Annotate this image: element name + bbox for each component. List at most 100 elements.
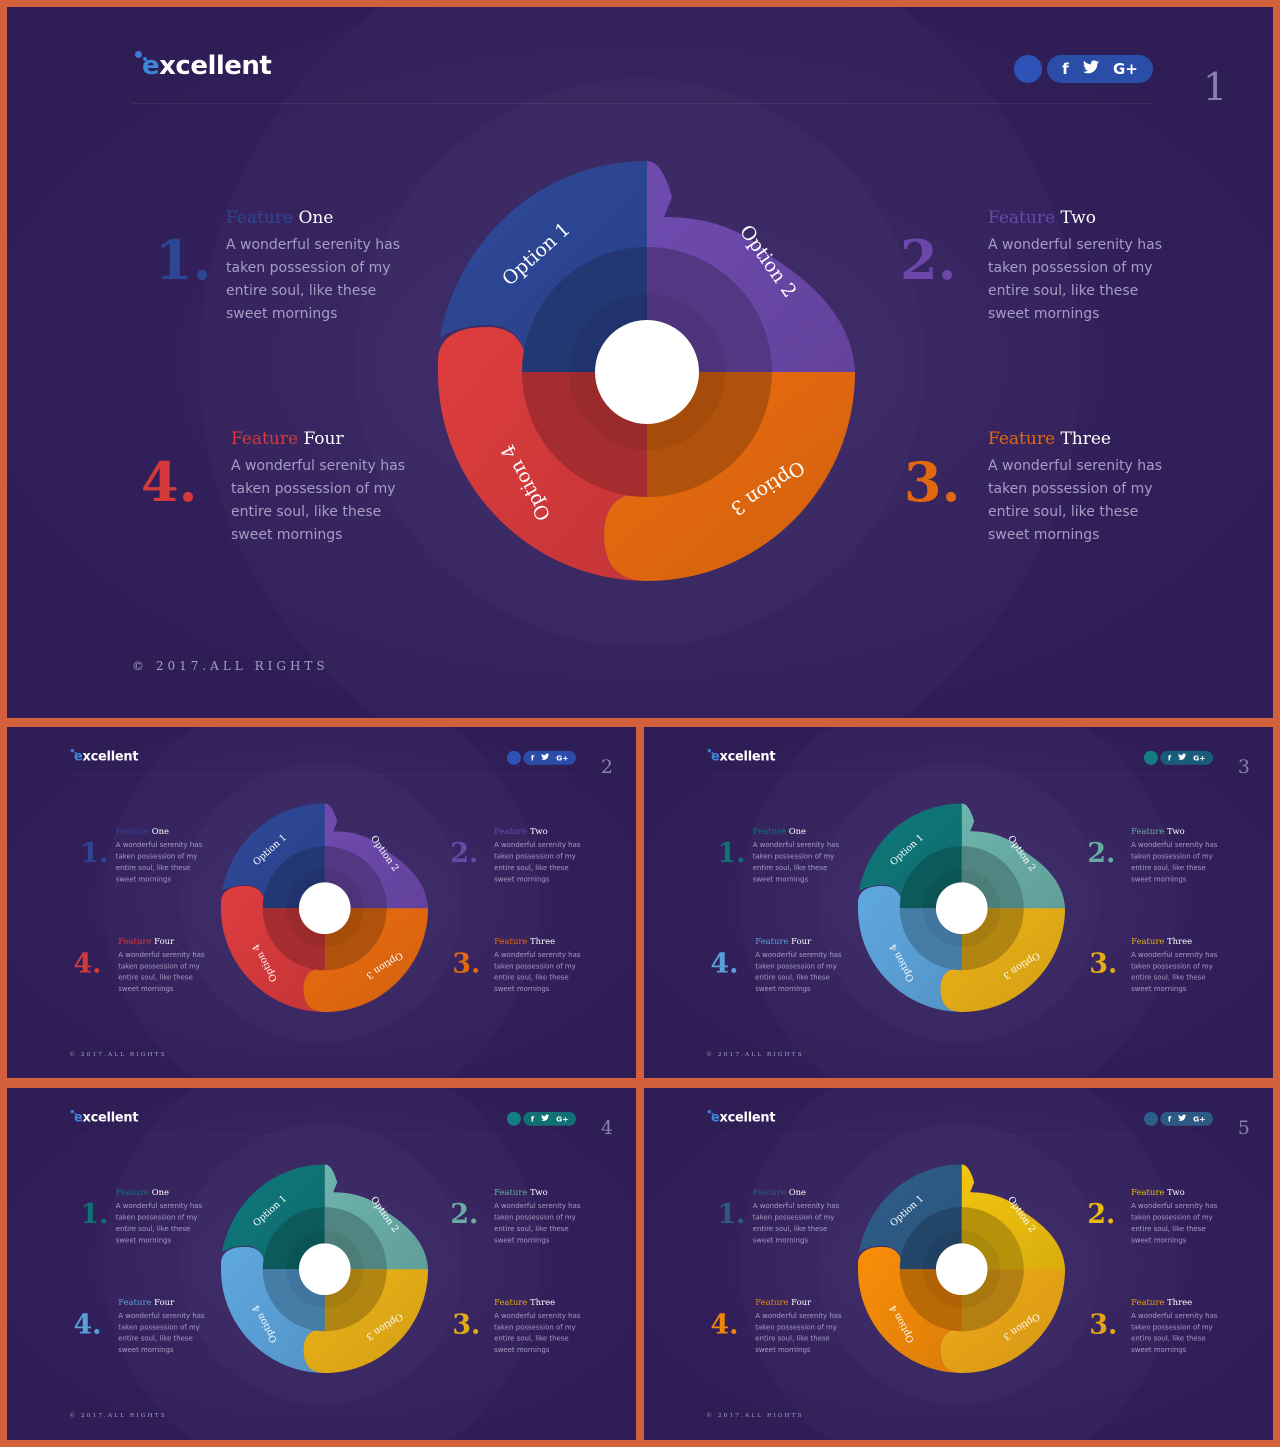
- page-number: 3: [1237, 755, 1250, 778]
- facebook-icon[interactable]: f: [530, 753, 535, 763]
- feature-description: A wonderful serenity has taken possessio…: [752, 1202, 840, 1245]
- feature-description: A wonderful serenity has taken possessio…: [988, 237, 1163, 322]
- feature-title: Feature Three: [1131, 1297, 1193, 1308]
- social-circle-button[interactable]: [1143, 750, 1158, 765]
- feature-number: 2.: [1087, 836, 1116, 869]
- feature-description: A wonderful serenity has taken possessio…: [752, 841, 840, 884]
- twitter-icon[interactable]: [1178, 753, 1187, 762]
- feature-title: Feature Four: [755, 936, 812, 947]
- feature-description: A wonderful serenity has taken possessio…: [118, 1311, 205, 1355]
- slide-3: excellent f G+ 3 1. Feature One A wonder…: [644, 727, 1273, 1078]
- feature-number: 4.: [141, 450, 198, 514]
- facebook-icon[interactable]: f: [1062, 60, 1069, 78]
- facebook-icon[interactable]: f: [1167, 1114, 1172, 1124]
- feature-number: 3.: [452, 1307, 481, 1340]
- slide-5: excellent f G+ 5 1. Feature One A wonder…: [644, 1088, 1273, 1440]
- brand-logo: excellent: [132, 51, 272, 81]
- feature-description: A wonderful serenity has taken possessio…: [231, 458, 406, 543]
- google-plus-icon[interactable]: G+: [556, 1114, 569, 1124]
- page-number: 1: [1203, 65, 1228, 109]
- feature-description: A wonderful serenity has taken possessio…: [494, 1311, 581, 1355]
- header-divider: [132, 103, 1152, 104]
- feature-title: Feature Two: [988, 208, 1096, 228]
- google-plus-icon[interactable]: G+: [1113, 60, 1138, 78]
- donut-center-hole: [595, 320, 699, 424]
- social-circle-button[interactable]: [1143, 1111, 1158, 1126]
- feature-number: 1.: [155, 228, 212, 292]
- feature-number: 2.: [900, 228, 957, 292]
- donut-center-hole: [935, 882, 988, 935]
- feature-number: 2.: [1087, 1197, 1116, 1230]
- feature-number: 3.: [904, 450, 961, 514]
- feature-number: 2.: [450, 1197, 479, 1230]
- donut-center-hole: [298, 1243, 351, 1296]
- feature-number: 1.: [80, 836, 109, 869]
- feature-number: 4.: [710, 946, 739, 979]
- feature-title: Feature Two: [494, 826, 548, 837]
- slide-1: excellent f G+ 1 1. Feature One A wonder…: [7, 7, 1273, 718]
- twitter-icon[interactable]: [1178, 1114, 1187, 1123]
- google-plus-icon[interactable]: G+: [556, 753, 569, 763]
- social-circle-button[interactable]: [506, 1111, 521, 1126]
- feature-number: 3.: [1089, 1307, 1118, 1340]
- feature-description: A wonderful serenity has taken possessio…: [988, 458, 1163, 543]
- google-plus-icon[interactable]: G+: [1193, 1114, 1206, 1124]
- copyright: © 2017.ALL RIGHTS: [706, 1411, 804, 1419]
- feature-number: 4.: [710, 1307, 739, 1340]
- copyright: © 2017.ALL RIGHTS: [132, 659, 329, 673]
- copyright: © 2017.ALL RIGHTS: [706, 1050, 804, 1058]
- page-number: 5: [1237, 1116, 1250, 1139]
- feature-description: A wonderful serenity has taken possessio…: [494, 841, 581, 884]
- brand-logo: excellent: [706, 1109, 776, 1125]
- feature-number: 1.: [717, 836, 746, 869]
- feature-title: Feature Four: [755, 1297, 812, 1308]
- brand-logo: excellent: [69, 748, 139, 764]
- social-links: f G+: [1160, 1111, 1213, 1126]
- feature-description: A wonderful serenity has taken possessio…: [115, 1202, 203, 1245]
- feature-number: 2.: [450, 836, 479, 869]
- feature-title: Feature Four: [118, 936, 175, 947]
- twitter-icon[interactable]: [541, 1114, 550, 1123]
- feature-number: 3.: [452, 946, 481, 979]
- feature-title: Feature Three: [494, 1297, 556, 1308]
- facebook-icon[interactable]: f: [1167, 753, 1172, 763]
- twitter-icon[interactable]: [541, 753, 550, 762]
- page-number: 4: [600, 1116, 613, 1139]
- feature-title: Feature One: [752, 1187, 807, 1198]
- feature-number: 1.: [80, 1197, 109, 1230]
- slide-2: excellent f G+ 2 1. Feature One A wonder…: [7, 727, 636, 1078]
- copyright: © 2017.ALL RIGHTS: [69, 1411, 167, 1419]
- feature-title: Feature Four: [231, 429, 344, 449]
- twitter-icon[interactable]: [1082, 60, 1099, 78]
- social-links: f G+: [523, 1111, 576, 1126]
- feature-title: Feature One: [226, 208, 334, 228]
- feature-title: Feature One: [115, 826, 170, 837]
- google-plus-icon[interactable]: G+: [1193, 753, 1206, 763]
- facebook-icon[interactable]: f: [530, 1114, 535, 1124]
- social-circle-button[interactable]: [1014, 55, 1042, 83]
- feature-title: Feature Three: [1131, 936, 1193, 947]
- feature-title: Feature Three: [988, 429, 1111, 449]
- feature-number: 3.: [1089, 946, 1118, 979]
- social-links: f G+: [1047, 55, 1153, 83]
- slide-4: excellent f G+ 4 1. Feature One A wonder…: [7, 1088, 636, 1440]
- donut-center-hole: [935, 1243, 988, 1296]
- feature-title: Feature One: [752, 826, 807, 837]
- feature-description: A wonderful serenity has taken possessio…: [1131, 1202, 1218, 1245]
- social-circle-button[interactable]: [506, 750, 521, 765]
- feature-description: A wonderful serenity has taken possessio…: [226, 237, 401, 322]
- feature-description: A wonderful serenity has taken possessio…: [118, 950, 205, 994]
- social-links: f G+: [1160, 750, 1213, 765]
- feature-description: A wonderful serenity has taken possessio…: [494, 1202, 581, 1245]
- feature-description: A wonderful serenity has taken possessio…: [755, 1311, 842, 1355]
- feature-title: Feature One: [115, 1187, 170, 1198]
- feature-description: A wonderful serenity has taken possessio…: [115, 841, 203, 884]
- feature-number: 4.: [73, 946, 102, 979]
- copyright: © 2017.ALL RIGHTS: [69, 1050, 167, 1058]
- brand-logo: excellent: [706, 748, 776, 764]
